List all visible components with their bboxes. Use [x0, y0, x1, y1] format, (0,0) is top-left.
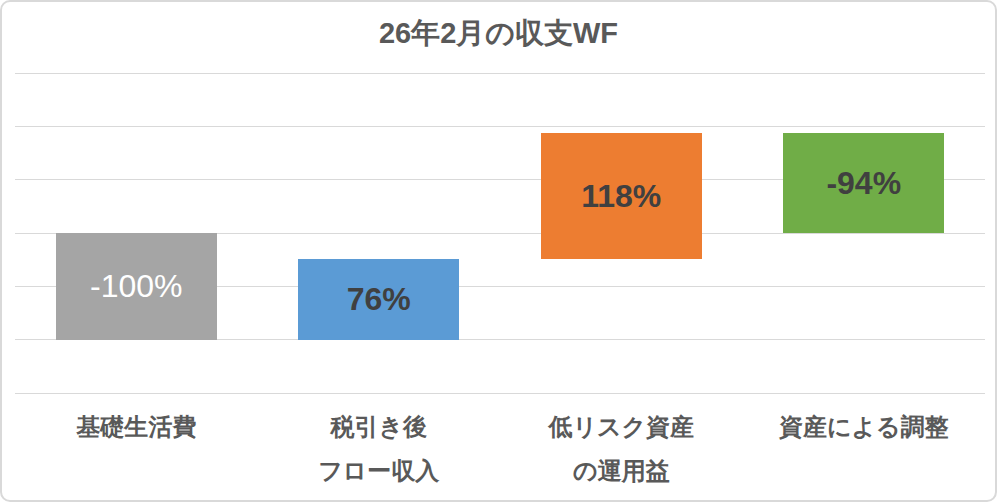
- category-label: 資産による調整: [743, 405, 986, 449]
- category-label: 低リスク資産 の運用益: [500, 405, 743, 493]
- data-label: 76%: [347, 283, 411, 315]
- data-label: -94%: [826, 167, 901, 199]
- data-label: -100%: [90, 270, 183, 302]
- gridline: [15, 73, 985, 74]
- bar-0: -100%: [56, 233, 217, 340]
- chart-title: 26年2月の収支WF: [2, 17, 995, 50]
- gridline: [15, 393, 985, 394]
- bar-3: -94%: [783, 133, 944, 233]
- data-label: 118%: [581, 180, 661, 212]
- bar-2: 118%: [541, 133, 702, 259]
- bar-1: 76%: [298, 259, 459, 340]
- waterfall-chart: 26年2月の収支WF -100% 76% 118% -94% 基礎生活費税引き後 フロ…: [0, 0, 997, 502]
- category-label: 税引き後 フロー収入: [258, 405, 501, 493]
- gridline: [15, 126, 985, 127]
- category-label: 基礎生活費: [15, 405, 258, 449]
